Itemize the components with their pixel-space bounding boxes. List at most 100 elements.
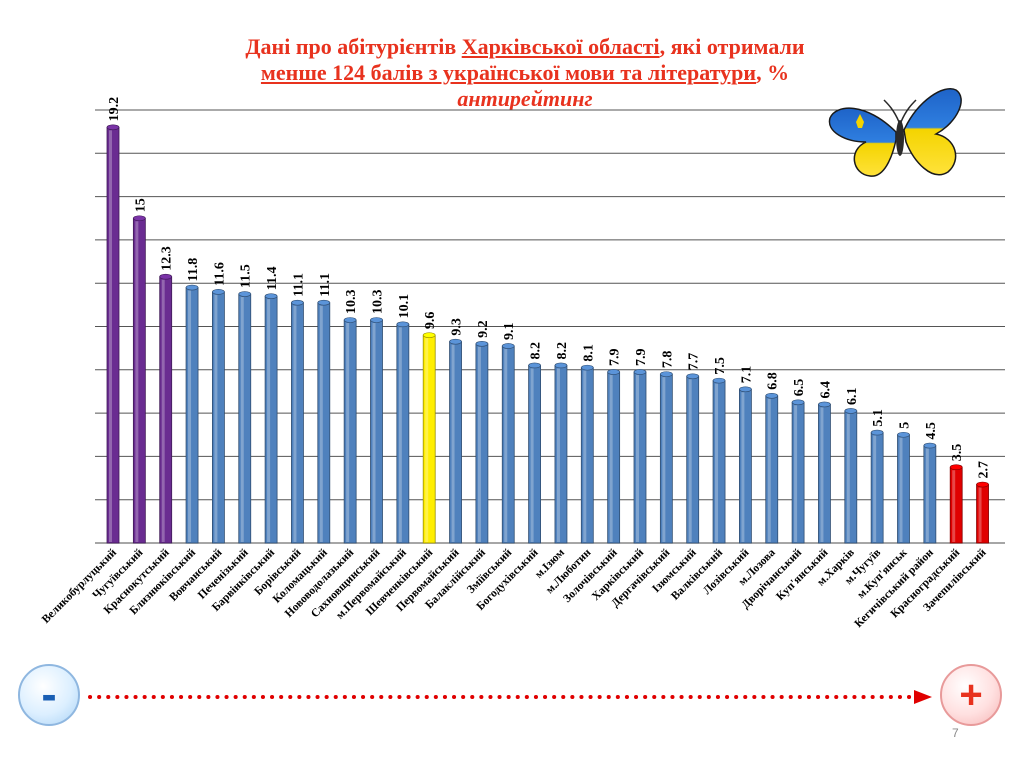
value-label: 11.8 [186,258,201,282]
value-label: 8.2 [555,342,570,360]
bar-highlight [267,299,271,542]
bar [686,373,700,544]
page-number: 7 [952,726,959,740]
title-part: , % [756,60,790,85]
minus-sign: - [41,668,57,720]
value-label: 12.3 [160,246,175,271]
bar-cap [185,284,199,291]
bar-cap [712,377,726,384]
bar [106,124,120,544]
bar [897,431,910,544]
title-part: , які отримали [659,34,805,59]
value-label: 19.2 [107,97,122,122]
value-label: 7.1 [739,366,754,384]
bar-body [923,445,937,544]
bar-cap [475,341,489,347]
bar-body [291,302,304,544]
value-label: 11.6 [212,262,227,286]
bar-cap [580,364,594,371]
bar-cap [739,386,752,393]
bar-highlight [767,398,771,542]
value-label: 10.1 [397,294,412,319]
bar-body [870,432,884,544]
bar-body [211,291,225,544]
bar-cap [818,401,831,408]
bar-highlight [530,368,534,542]
bar [791,399,805,544]
bar-highlight [451,344,455,542]
bar-highlight [293,305,297,542]
bar-highlight [952,470,956,542]
bar-cap [870,429,884,436]
value-label: 6.8 [766,372,781,390]
bar-highlight [662,377,666,542]
bar-cap [633,369,647,375]
bar-cap [897,431,910,438]
title-part: Дані про абітурієнтів [245,34,462,59]
title-region: Харківської області [461,34,660,59]
bar-body [317,302,331,544]
bar [580,364,594,544]
bar-body [528,365,541,544]
bar-highlight [319,305,323,542]
bar [633,369,647,544]
bar-body [686,375,700,544]
bar-highlight [161,279,165,542]
value-label: 9.2 [476,320,491,338]
value-label: 4.5 [924,422,939,440]
bar-body [791,401,805,544]
bar-cap [317,299,331,306]
bar [264,293,278,544]
bar-body [449,341,462,544]
bar-body [976,484,989,544]
bar [923,442,937,544]
bar [949,464,963,544]
bar-cap [370,317,383,323]
bar-body [343,319,357,544]
bar-cap [554,362,568,369]
bar-chart: 19.2 15 12.3 11.8 11.6 11.5 11.4 11.1 11.1 10.3 10… [40,97,1005,630]
value-label: 5.1 [871,409,886,427]
bar-highlight [583,370,587,542]
bar-highlight [978,487,982,542]
value-label: 11.1 [318,273,333,297]
bar-highlight [636,374,639,542]
bar-highlight [398,327,402,542]
value-label: 8.1 [581,344,596,362]
bar [659,371,673,544]
bar-cap [765,392,779,399]
bar-highlight [794,405,798,542]
bar-cap [133,215,146,222]
bar [475,341,489,544]
value-label: 7.5 [713,357,728,375]
bar-body [897,434,910,544]
bar-highlight [556,368,560,542]
bar-cap [923,442,937,449]
value-label: 15 [133,198,148,212]
bar-highlight [873,435,877,542]
bar [449,338,462,544]
bar-highlight [688,379,692,542]
value-label: 3.5 [950,444,965,462]
plus-indicator: + [940,664,1002,726]
bar [501,343,515,544]
value-label: 11.1 [291,273,306,297]
bar-highlight [425,338,429,542]
bar-body [106,126,120,544]
bar-highlight [820,407,824,542]
butterfly-icon [828,88,962,177]
bar-cap [528,362,541,369]
bar-cap [212,289,225,295]
value-label: 8.2 [529,342,544,360]
bar-highlight [846,413,850,542]
bar-body [554,365,568,544]
value-label: 7.9 [608,348,623,366]
bar [844,408,858,544]
bar-body [132,217,146,544]
bar-cap [949,464,963,471]
bar-highlight [214,294,218,542]
title-subtitle: антирейтинг [457,86,593,111]
bar [370,317,383,544]
bar [159,273,173,544]
scale-arrow [88,690,932,704]
